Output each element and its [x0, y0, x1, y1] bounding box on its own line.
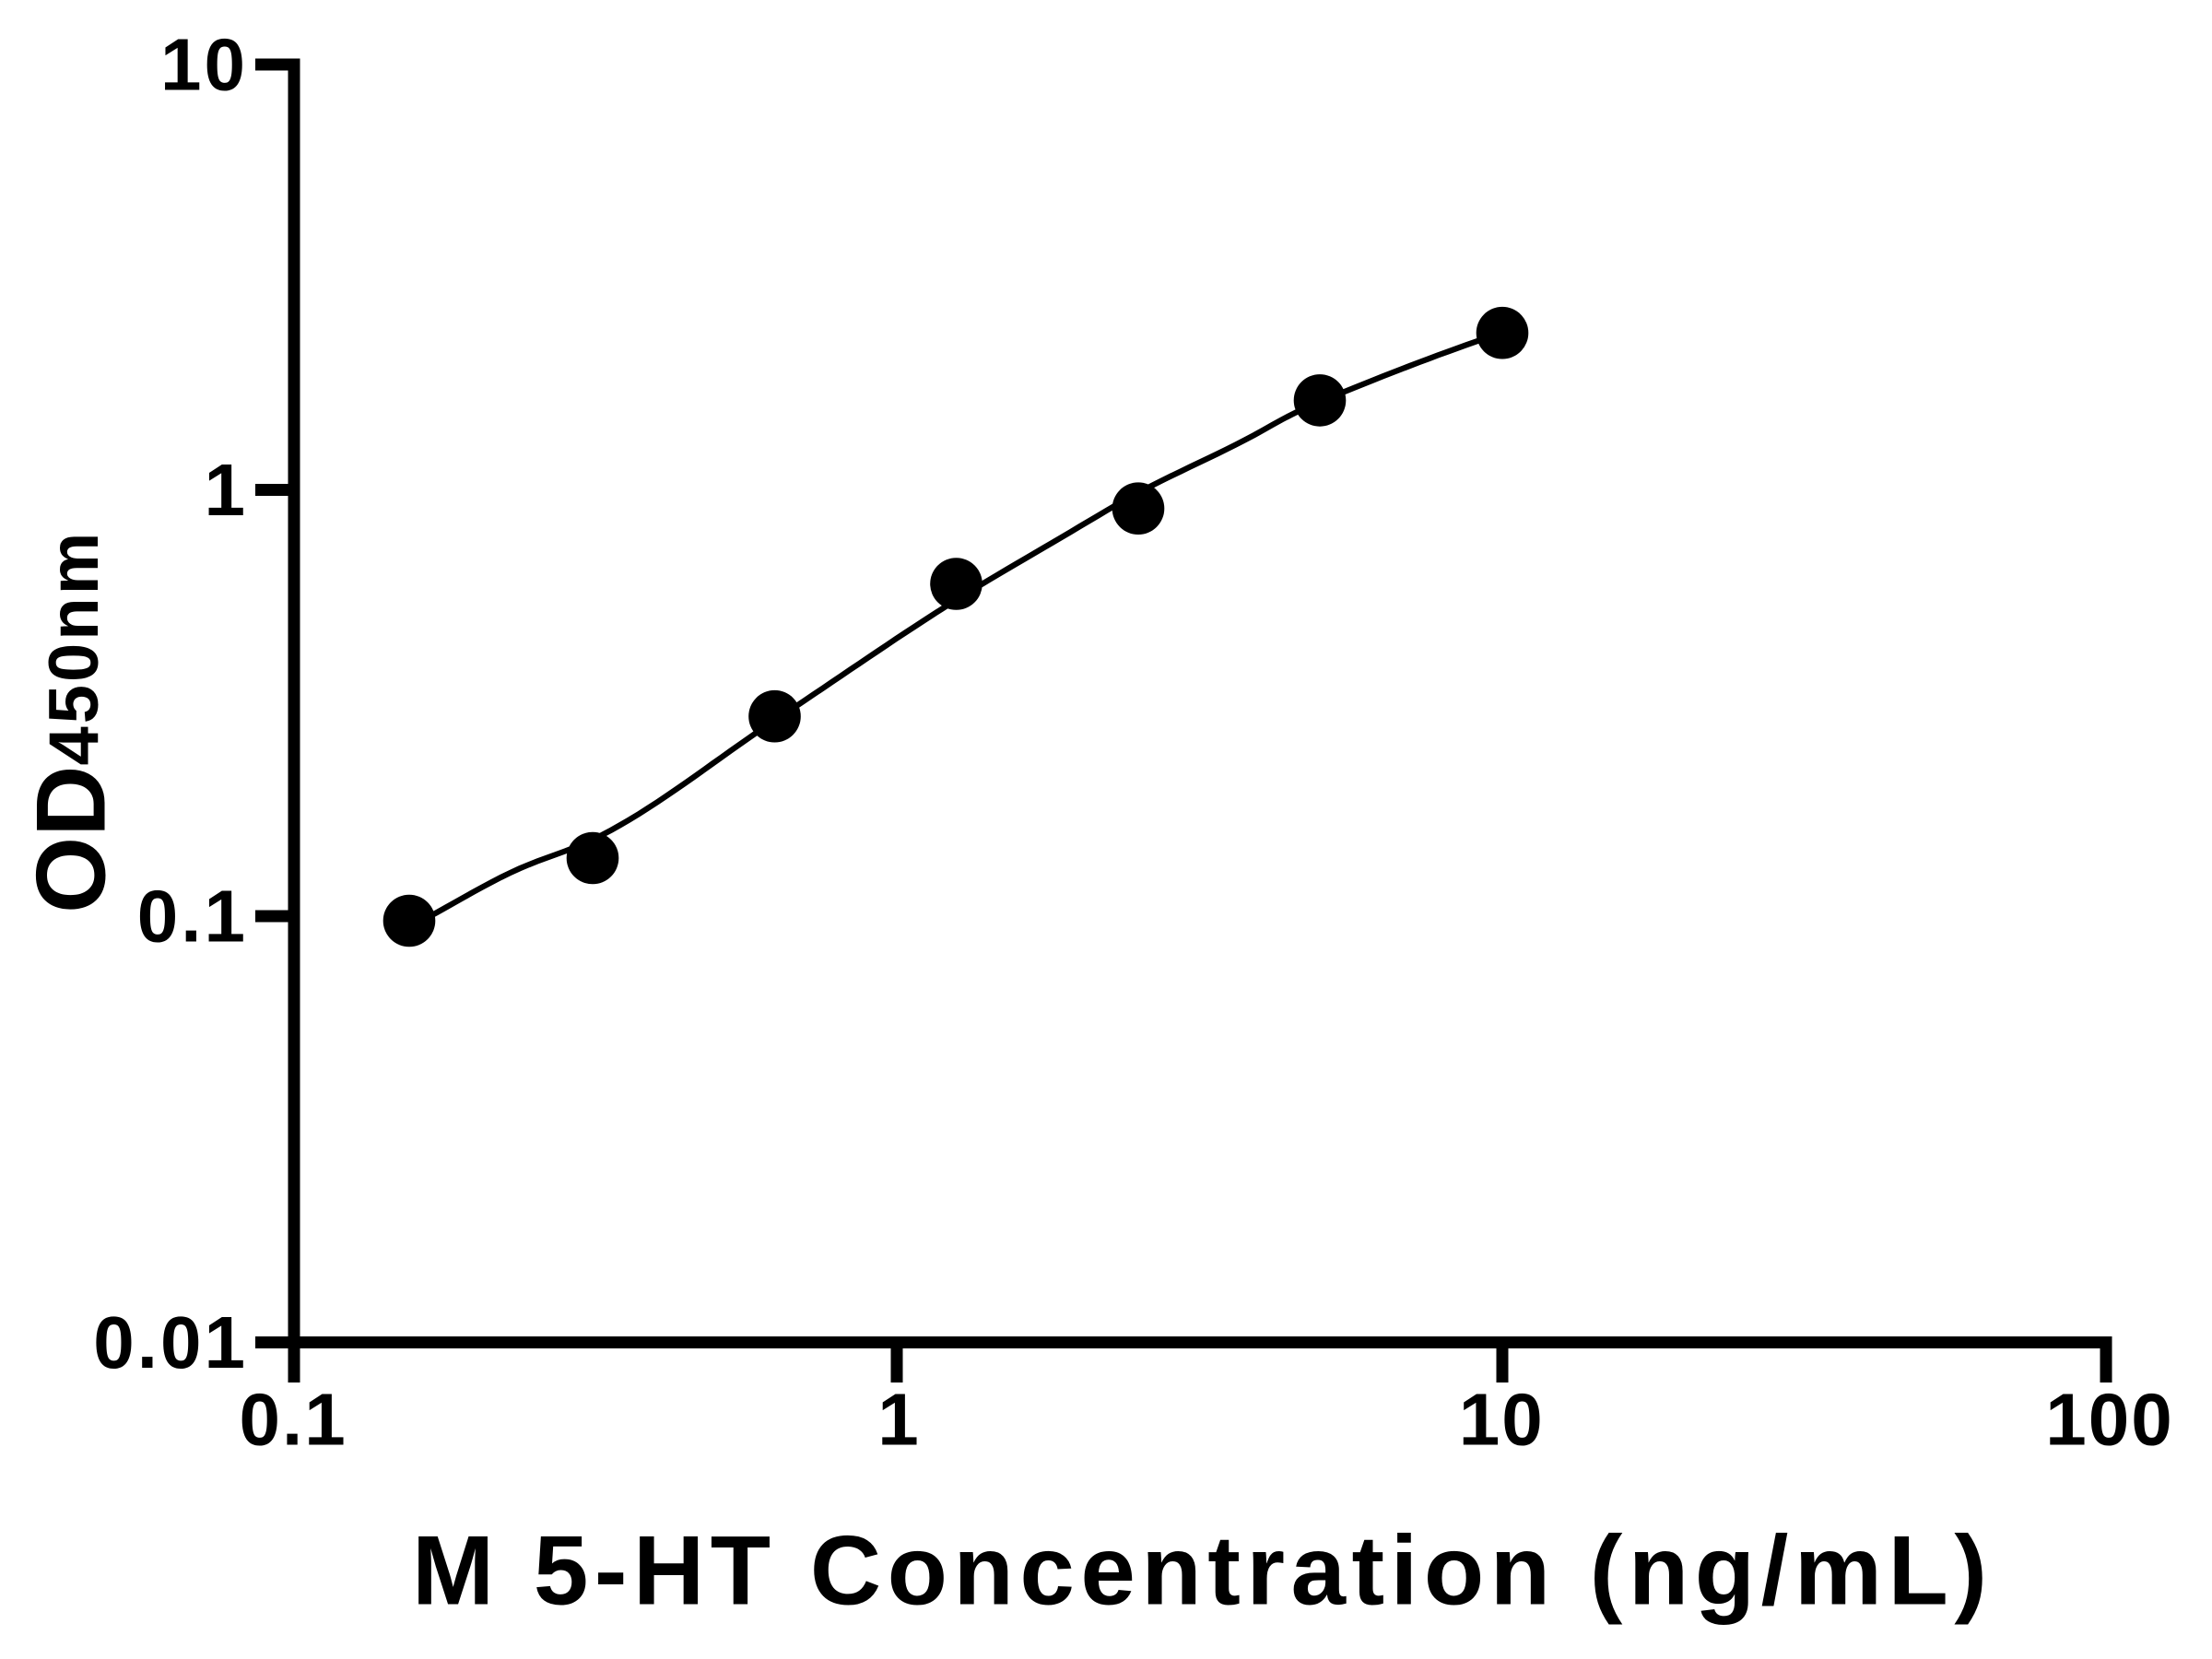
svg-text:0.1: 0.1 — [137, 876, 248, 958]
svg-text:1: 1 — [877, 1379, 921, 1461]
svg-text:10: 10 — [1459, 1379, 1545, 1461]
svg-text:10: 10 — [160, 24, 248, 106]
svg-text:100: 100 — [2045, 1379, 2173, 1461]
svg-text:0.01: 0.01 — [93, 1301, 248, 1383]
svg-text:M 5-HT Concentration (ng/mL): M 5-HT Concentration (ng/mL) — [412, 1515, 1994, 1626]
svg-text:1: 1 — [205, 449, 249, 531]
svg-text:0.1: 0.1 — [239, 1379, 347, 1461]
